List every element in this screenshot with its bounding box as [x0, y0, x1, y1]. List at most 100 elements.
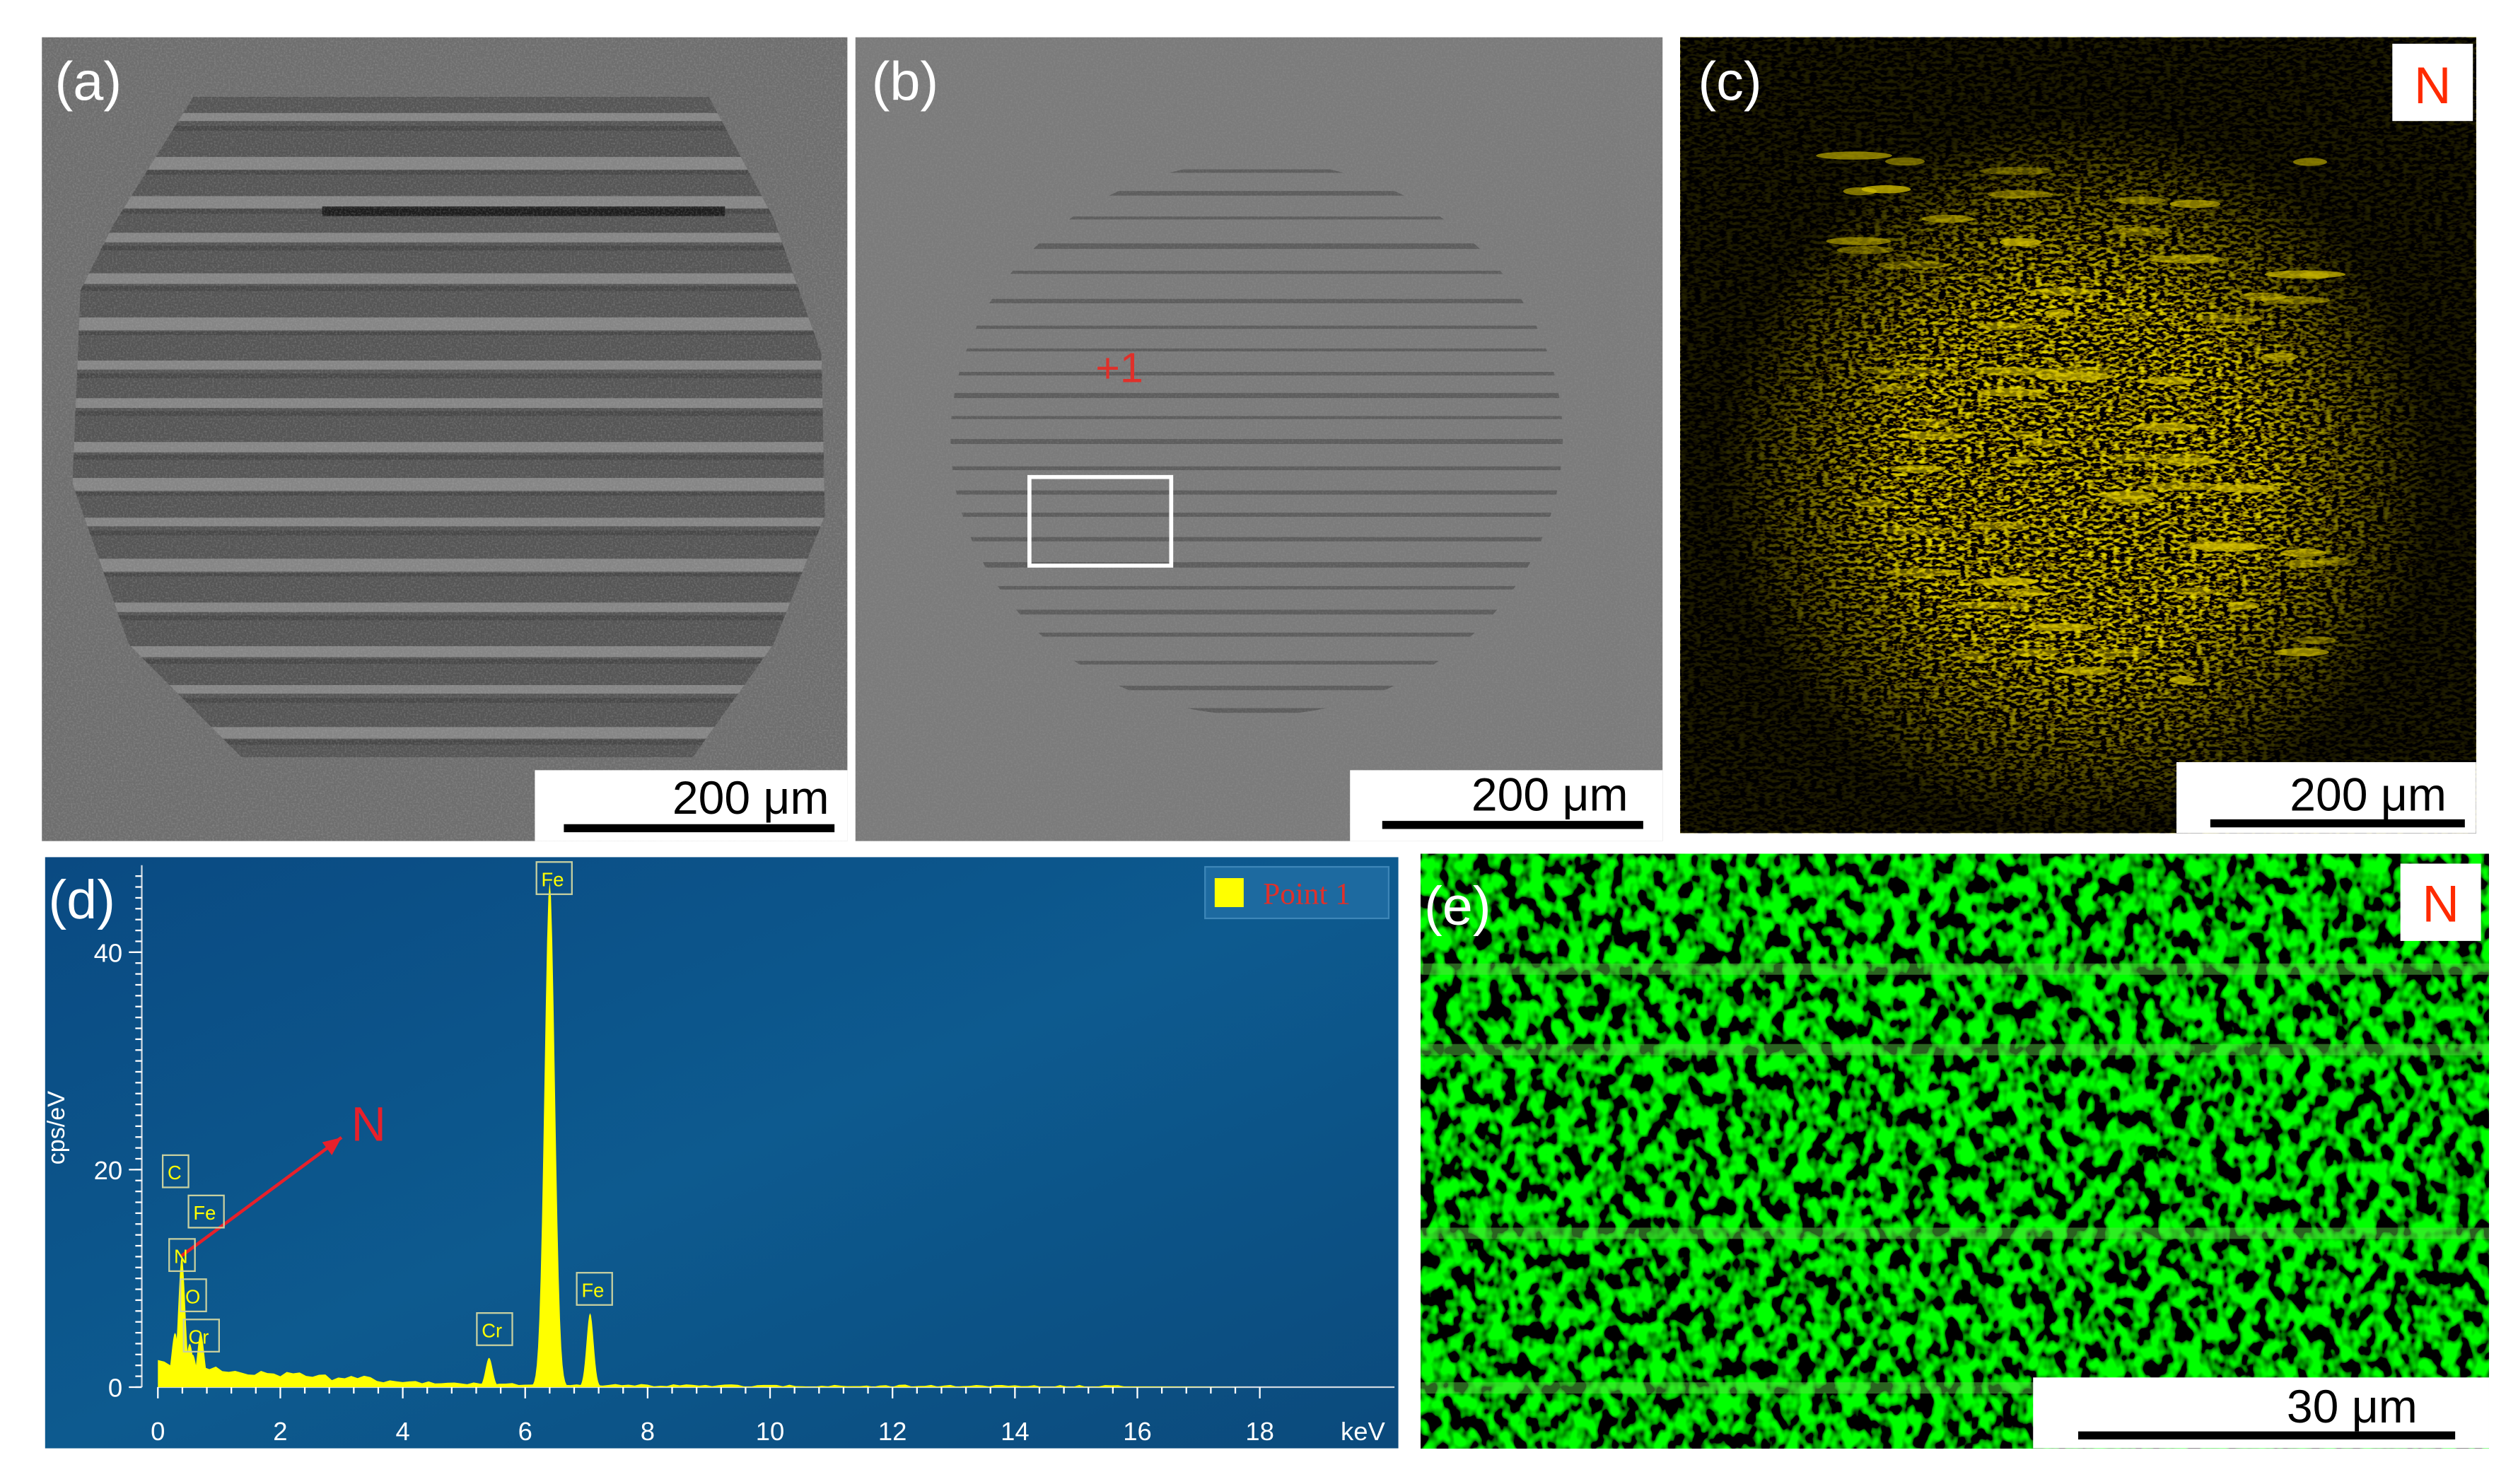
n-spot	[2169, 675, 2196, 684]
element-label: N	[2414, 57, 2452, 115]
legend-swatch	[1214, 878, 1244, 908]
scale-text: 200 μm	[672, 772, 829, 824]
peak	[178, 1354, 207, 1387]
n-spot	[2156, 457, 2222, 466]
annotation: N	[351, 1097, 386, 1151]
arrow-head	[322, 1137, 342, 1155]
n-spot	[2140, 482, 2224, 491]
x-tick-label: 6	[518, 1417, 532, 1446]
n-spot	[2003, 588, 2046, 597]
panel-d: (d) Point 1 cps/eV keV N 0 2 4 6 8 10 12 14 16 18…	[43, 857, 1399, 1449]
annotation-arrow	[179, 1135, 343, 1258]
x-tick-label: 18	[1245, 1417, 1274, 1446]
peak	[474, 1357, 503, 1387]
n-spot	[2179, 541, 2261, 550]
peak-label: C	[168, 1162, 182, 1184]
peak-label: Fe	[193, 1202, 216, 1224]
n-spot	[2024, 438, 2065, 447]
peak	[186, 1333, 215, 1387]
n-spot	[2109, 227, 2172, 235]
peak	[167, 1256, 197, 1387]
n-spot	[2210, 484, 2281, 493]
n-spot	[2028, 623, 2099, 631]
n-spot	[1974, 367, 2058, 375]
scale-box	[1350, 770, 1663, 841]
n-spot	[2274, 648, 2329, 657]
x-tick-label: 14	[1001, 1417, 1030, 1446]
panel-label: (d)	[48, 870, 115, 930]
n-spot	[2044, 309, 2074, 317]
n-spot	[1876, 261, 1949, 269]
x-tick-label: 10	[756, 1417, 785, 1446]
n-spot	[2264, 270, 2345, 279]
n-spot	[1881, 568, 1962, 577]
y-tick-label: 20	[94, 1156, 123, 1185]
n-spot	[2107, 454, 2157, 462]
grain	[855, 37, 1663, 841]
n-spot	[2316, 557, 2352, 566]
y-tick-label: 0	[108, 1374, 122, 1403]
n-spot	[2143, 377, 2196, 385]
x-tick-label: 2	[273, 1417, 287, 1446]
selection-box	[1027, 474, 1174, 568]
n-spot	[2012, 431, 2038, 439]
n-band	[1421, 963, 2489, 975]
n-spot	[1898, 431, 1968, 440]
n-band	[1421, 1227, 2489, 1239]
n-spot	[1826, 237, 1892, 245]
n-spot	[2193, 543, 2263, 551]
peak-label: N	[174, 1246, 188, 1268]
n-spot	[1865, 367, 1948, 376]
peak	[161, 1333, 190, 1387]
n-spot	[2169, 199, 2221, 209]
n-spot	[1918, 419, 1950, 428]
panel-label: (c)	[1698, 52, 1761, 112]
panel-label: (a)	[54, 52, 122, 112]
n-spot	[1976, 322, 2035, 331]
peak-label-box	[180, 1278, 207, 1313]
y-axis-label: cps/eV	[43, 1091, 70, 1165]
panel-label: (b)	[872, 52, 939, 112]
x-tick-label: 0	[151, 1417, 165, 1446]
continuum	[158, 1360, 1254, 1387]
vignette	[1680, 37, 2476, 834]
n-spot	[2007, 456, 2034, 465]
x-axis-label: keV	[1341, 1417, 1385, 1446]
peak-label-box	[476, 1312, 513, 1346]
n-spot	[1853, 499, 1895, 508]
n-spot	[2174, 587, 2216, 596]
n-spot	[2284, 559, 2326, 568]
n-spot	[2146, 255, 2225, 264]
x-tick-label: 8	[641, 1417, 655, 1446]
element-box	[2392, 43, 2473, 122]
n-spot	[1987, 189, 2053, 199]
n-spot	[1978, 388, 2046, 397]
peak-label-box	[168, 1238, 196, 1273]
y-tick-label: 40	[94, 938, 123, 967]
peak-label: Fe	[581, 1279, 604, 1301]
n-spot	[2132, 423, 2200, 431]
n-spot	[1882, 526, 1952, 535]
peak	[529, 881, 571, 1387]
legend-label: Point 1	[1263, 877, 1351, 911]
n-spot	[1954, 601, 2036, 610]
n-spot	[2116, 196, 2166, 205]
n-spot	[1816, 151, 1892, 160]
n-spot	[1868, 384, 1914, 392]
panel-e: (e) N 30 μm	[1421, 853, 2489, 1449]
n-spot	[2090, 649, 2150, 658]
n-spot	[1978, 167, 2053, 175]
n-spot	[2194, 315, 2264, 323]
n-spot	[2036, 372, 2114, 381]
x-tick-label: 4	[395, 1417, 409, 1446]
peak-label: O	[185, 1285, 200, 1307]
peak-label-box	[535, 861, 573, 895]
panel-label: (e)	[1424, 876, 1491, 937]
grain	[42, 37, 848, 841]
n-spot	[2058, 667, 2112, 675]
element-box	[2400, 863, 2481, 941]
n-spot	[2292, 158, 2328, 166]
peak-label-box	[182, 1319, 220, 1352]
